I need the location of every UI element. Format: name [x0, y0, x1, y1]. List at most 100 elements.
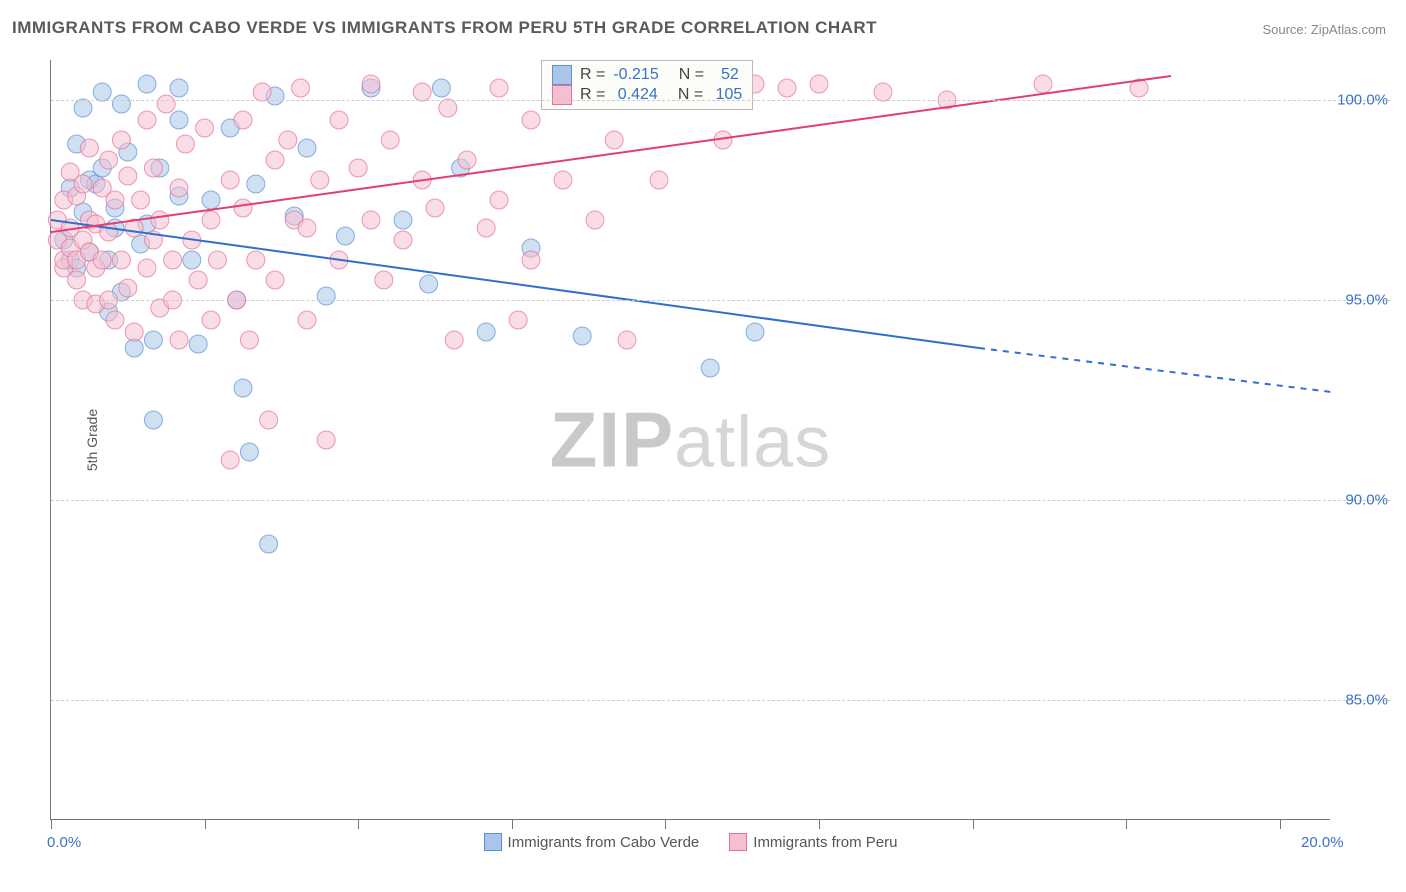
scatter-point	[317, 431, 335, 449]
scatter-point	[234, 379, 252, 397]
scatter-point	[477, 219, 495, 237]
scatter-point	[234, 111, 252, 129]
scatter-point	[68, 271, 86, 289]
scatter-point	[164, 251, 182, 269]
scatter-point	[317, 287, 335, 305]
scatter-point	[445, 331, 463, 349]
scatter-point	[522, 111, 540, 129]
scatter-point	[189, 335, 207, 353]
scatter-point	[260, 411, 278, 429]
scatter-point	[170, 79, 188, 97]
scatter-point	[336, 227, 354, 245]
xtick	[973, 819, 974, 829]
scatter-point	[394, 211, 412, 229]
scatter-point	[221, 451, 239, 469]
plot-area: 5th Grade ZIPatlas R =-0.215N = 52R = 0.…	[50, 60, 1330, 820]
xtick	[512, 819, 513, 829]
plot-svg	[51, 60, 1330, 819]
scatter-point	[119, 167, 137, 185]
scatter-point	[260, 535, 278, 553]
scatter-point	[554, 171, 572, 189]
legend-swatch	[484, 833, 502, 851]
scatter-point	[151, 211, 169, 229]
scatter-point	[458, 151, 476, 169]
scatter-point	[138, 259, 156, 277]
scatter-point	[778, 79, 796, 97]
chart-title: IMMIGRANTS FROM CABO VERDE VS IMMIGRANTS…	[12, 18, 877, 38]
scatter-point	[522, 251, 540, 269]
stats-row: R = 0.424N = 105	[552, 85, 742, 105]
scatter-point	[650, 171, 668, 189]
stats-r-label: R =	[580, 66, 605, 84]
scatter-point	[112, 251, 130, 269]
scatter-point	[112, 95, 130, 113]
trend-line-extrap	[979, 348, 1331, 392]
scatter-point	[247, 175, 265, 193]
stats-r-value: 0.424	[613, 86, 657, 104]
scatter-point	[810, 75, 828, 93]
legend-item: Immigrants from Peru	[729, 833, 897, 851]
scatter-point	[298, 139, 316, 157]
scatter-point	[112, 131, 130, 149]
scatter-point	[586, 211, 604, 229]
legend-label: Immigrants from Cabo Verde	[508, 834, 700, 851]
stats-r-value: -0.215	[613, 66, 658, 84]
scatter-point	[100, 151, 118, 169]
stats-swatch	[552, 85, 572, 105]
stats-r-label: R =	[580, 86, 605, 104]
scatter-point	[874, 83, 892, 101]
scatter-point	[125, 323, 143, 341]
scatter-point	[240, 331, 258, 349]
stats-row: R =-0.215N = 52	[552, 65, 742, 85]
scatter-point	[573, 327, 591, 345]
xtick	[205, 819, 206, 829]
scatter-point	[138, 75, 156, 93]
scatter-point	[189, 271, 207, 289]
ytick-label: 90.0%	[1345, 492, 1388, 509]
scatter-point	[170, 331, 188, 349]
scatter-point	[420, 275, 438, 293]
scatter-point	[701, 359, 719, 377]
xtick	[1280, 819, 1281, 829]
source-attribution: Source: ZipAtlas.com	[1262, 22, 1386, 37]
gridline	[51, 500, 1391, 501]
xtick	[819, 819, 820, 829]
scatter-point	[74, 99, 92, 117]
xtick	[358, 819, 359, 829]
scatter-point	[80, 139, 98, 157]
scatter-point	[157, 95, 175, 113]
scatter-point	[183, 251, 201, 269]
xtick-label: 20.0%	[1301, 834, 1344, 851]
legend-item: Immigrants from Cabo Verde	[484, 833, 700, 851]
gridline	[51, 700, 1391, 701]
scatter-point	[221, 171, 239, 189]
scatter-point	[298, 219, 316, 237]
scatter-point	[394, 231, 412, 249]
scatter-point	[509, 311, 527, 329]
scatter-point	[93, 251, 111, 269]
scatter-point	[138, 111, 156, 129]
scatter-point	[605, 131, 623, 149]
scatter-point	[330, 111, 348, 129]
scatter-point	[202, 191, 220, 209]
stats-box: R =-0.215N = 52R = 0.424N = 105	[541, 60, 753, 110]
legend-label: Immigrants from Peru	[753, 834, 897, 851]
scatter-point	[144, 411, 162, 429]
scatter-point	[144, 331, 162, 349]
ytick-label: 85.0%	[1345, 692, 1388, 709]
scatter-point	[119, 279, 137, 297]
scatter-point	[279, 131, 297, 149]
scatter-point	[253, 83, 271, 101]
stats-n-value: 105	[711, 86, 742, 104]
scatter-point	[240, 443, 258, 461]
stats-swatch	[552, 65, 572, 85]
scatter-point	[439, 99, 457, 117]
gridline	[51, 300, 1391, 301]
scatter-point	[375, 271, 393, 289]
scatter-point	[1034, 75, 1052, 93]
scatter-point	[132, 191, 150, 209]
legend-bottom: Immigrants from Cabo Verde Immigrants fro…	[484, 833, 898, 851]
scatter-point	[746, 323, 764, 341]
xtick	[1126, 819, 1127, 829]
scatter-point	[349, 159, 367, 177]
